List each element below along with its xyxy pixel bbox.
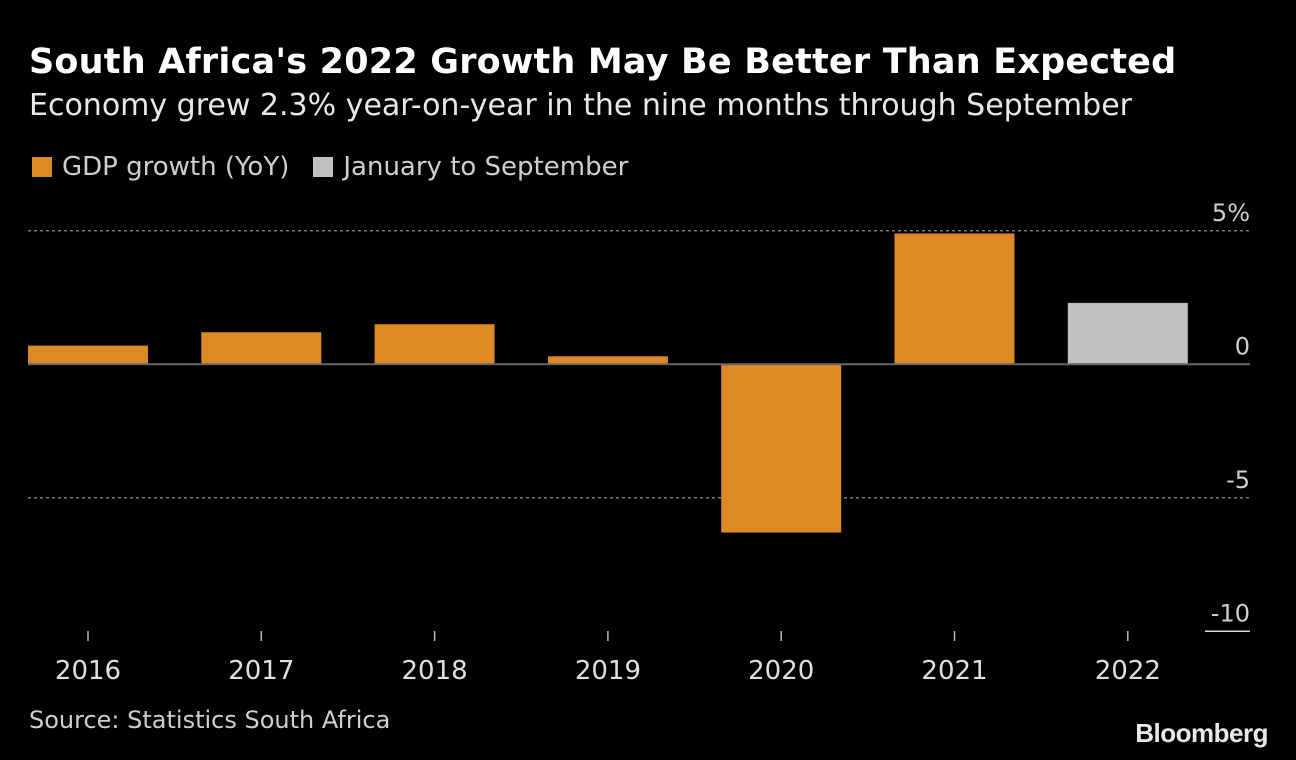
y-tick-label: -5 [1226, 466, 1250, 494]
y-tick-label: 5% [1212, 199, 1250, 227]
bar-2020 [721, 364, 842, 533]
x-tick-label: 2022 [1095, 656, 1161, 686]
x-tick-label: 2021 [921, 656, 987, 686]
x-tick-label: 2016 [55, 656, 121, 686]
chart-subtitle: Economy grew 2.3% year-on-year in the ni… [29, 88, 1132, 123]
y-tick-label: -10 [1211, 599, 1250, 627]
legend-swatch-jan-sep [313, 157, 334, 177]
legend: GDP growth (YoY) January to September [32, 152, 652, 182]
bar-2018 [374, 324, 495, 365]
bar-2021 [894, 233, 1015, 365]
x-tick-label: 2020 [748, 656, 814, 686]
y-tick-label: 0 [1235, 332, 1250, 360]
source-note: Source: Statistics South Africa [29, 706, 391, 734]
x-tick-label: 2019 [575, 656, 641, 686]
bar-2016 [28, 345, 148, 365]
chart-title: South Africa's 2022 Growth May Be Better… [29, 42, 1177, 82]
bloomberg-logo: Bloomberg [1135, 718, 1268, 748]
legend-label-jan-sep: January to September [343, 152, 629, 182]
legend-swatch-gdp [32, 157, 52, 177]
x-tick-label: 2017 [228, 656, 294, 686]
legend-label-gdp: GDP growth (YoY) [62, 152, 290, 182]
bar-2017 [201, 332, 322, 365]
x-tick-label: 2018 [402, 656, 468, 686]
bar-2022 [1067, 302, 1188, 365]
bar-2019 [547, 356, 668, 365]
